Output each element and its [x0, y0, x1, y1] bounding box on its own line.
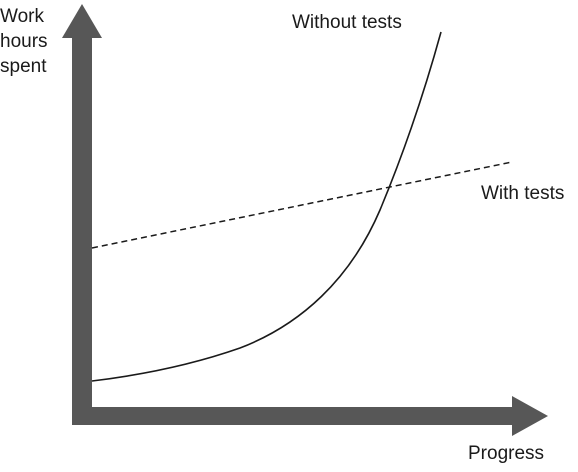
y-axis-label: Work hours spent: [0, 6, 53, 77]
without-tests-curve: [91, 31, 442, 382]
x-axis-shaft: [72, 407, 516, 425]
without-tests-label: Without tests: [292, 12, 402, 33]
y-axis-label-line-2: hours: [0, 31, 48, 52]
x-axis-arrowhead: [512, 396, 548, 436]
y-axis-label-line-3: spent: [0, 56, 47, 77]
x-axis-label: Progress: [468, 443, 544, 464]
y-axis-arrowhead: [62, 4, 102, 38]
y-axis-label-line-1: Work: [0, 6, 44, 27]
y-axis-shaft: [72, 36, 92, 425]
with-tests-label: With tests: [481, 183, 564, 204]
with-tests-line: [91, 161, 513, 249]
